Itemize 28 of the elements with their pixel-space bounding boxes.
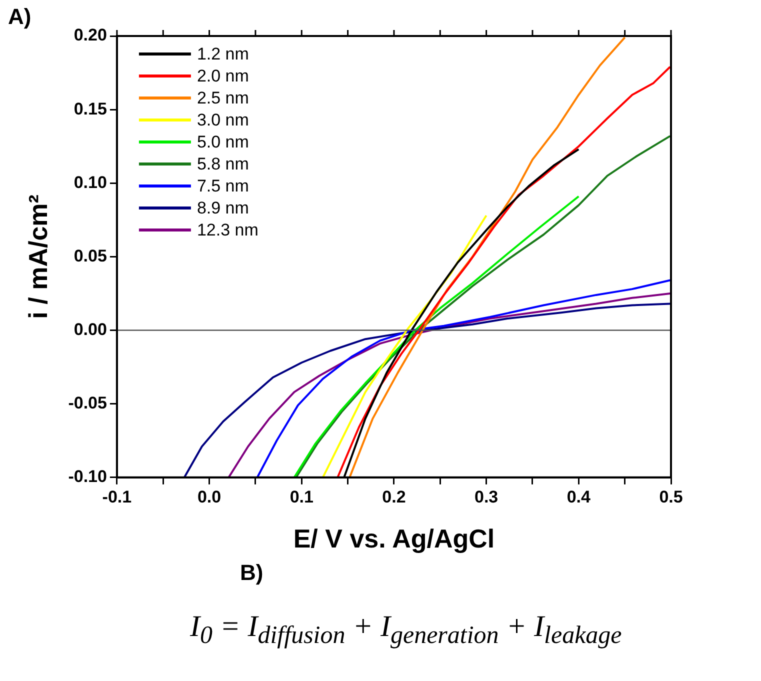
x-axis-title: E/ V vs. Ag/AgCl — [293, 524, 495, 554]
x-tick-label: 0.5 — [659, 487, 683, 506]
x-tick-label: 0.2 — [382, 487, 406, 506]
legend-label: 8.9 nm — [196, 198, 249, 218]
legend-label: 1.2 nm — [196, 44, 249, 64]
y-tick-label: 0.05 — [74, 246, 107, 266]
legend-label: 2.5 nm — [196, 88, 249, 108]
text: B) — [240, 560, 264, 586]
y-axis-title: i / mA/cm² — [22, 194, 53, 319]
x-tick-label: 0.3 — [474, 487, 498, 506]
legend-label: 2.0 nm — [196, 66, 249, 86]
text: I$_{0}$ = I$_{diffusion}$ + I$_{generation}$ + I$_{leakage}$ — [190, 610, 622, 650]
y-tick-label: -0.10 — [68, 467, 107, 486]
x-tick-label: 0.0 — [197, 487, 222, 506]
y-tick-label: 0.20 — [74, 26, 107, 45]
y-tick-label: 0.00 — [74, 320, 107, 339]
x-tick-label: -0.1 — [102, 487, 132, 506]
legend-label: 3.0 nm — [196, 110, 249, 130]
y-tick-label: -0.05 — [68, 394, 107, 413]
x-tick-label: 0.4 — [566, 487, 592, 506]
y-tick-label: 0.10 — [74, 172, 107, 192]
legend-label: 5.8 nm — [196, 154, 249, 174]
x-tick-label: 0.1 — [290, 487, 314, 506]
text: A) — [8, 4, 32, 30]
y-tick-label: 0.15 — [74, 99, 107, 118]
legend-label: 12.3 nm — [196, 220, 258, 240]
legend-label: 7.5 nm — [196, 176, 249, 196]
legend-label: 5.0 nm — [196, 132, 249, 152]
